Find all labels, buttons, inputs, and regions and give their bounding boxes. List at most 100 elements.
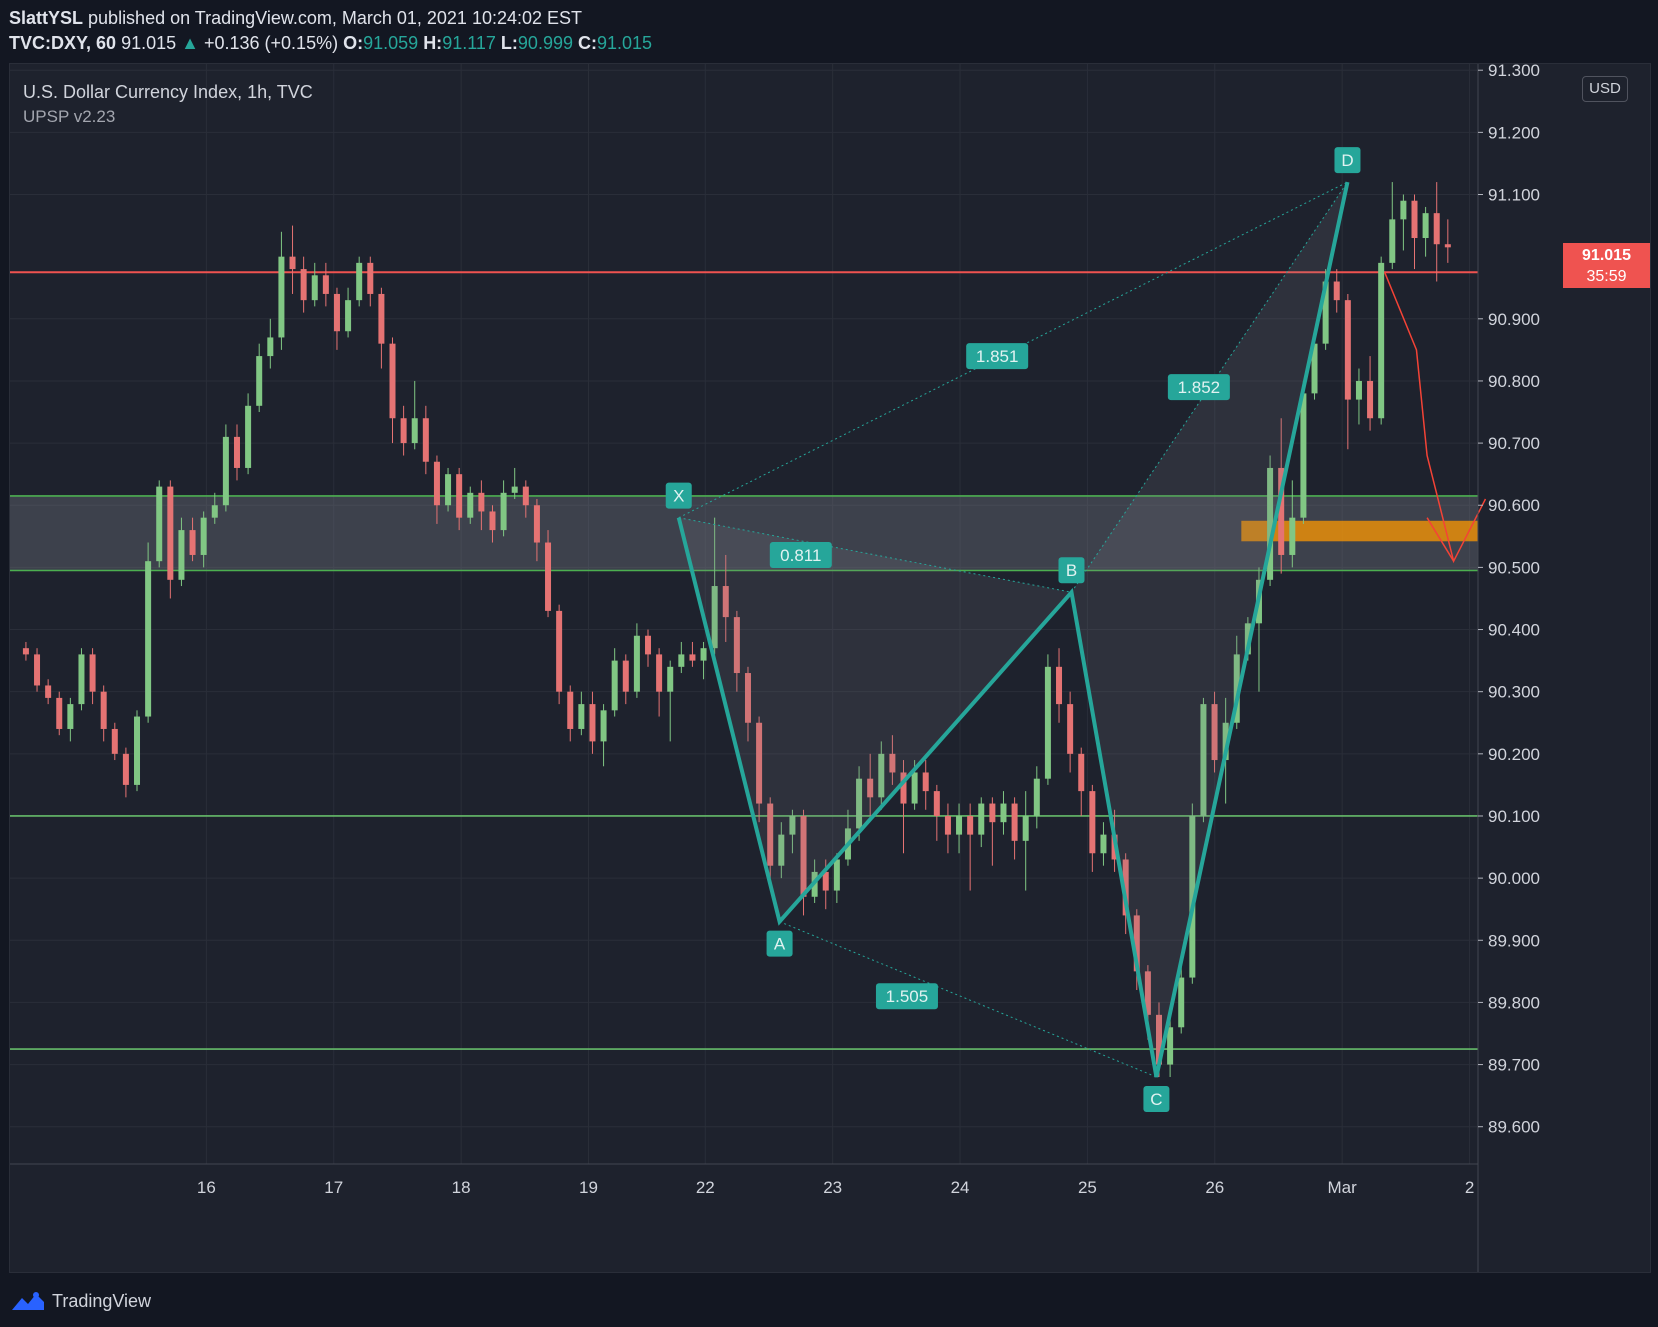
candle-body xyxy=(1244,623,1251,655)
chart-canvas[interactable]: X A B C D 0.811 1.505 1.851 1.852 91.300 91.200 91.… xyxy=(10,64,1650,1272)
candle-body xyxy=(56,697,63,729)
candle-body xyxy=(533,505,540,543)
pattern-point-X-text: X xyxy=(673,487,684,506)
candle-body xyxy=(1444,244,1451,248)
candle-body xyxy=(267,337,274,357)
currency-badge[interactable]: USD xyxy=(1582,76,1628,102)
candle-body xyxy=(1211,704,1218,761)
footer-brand[interactable]: TradingView xyxy=(52,1290,152,1311)
pattern-point-C: C xyxy=(1143,1085,1170,1112)
high-value: 91.117 xyxy=(442,33,496,53)
candle-body xyxy=(1222,722,1229,761)
candle-body xyxy=(856,778,863,829)
candle-body xyxy=(511,486,518,493)
low-label: L: xyxy=(500,33,518,53)
candle-body xyxy=(800,815,807,897)
candle-body xyxy=(300,269,307,301)
candle-body xyxy=(167,486,174,580)
candle-body xyxy=(233,436,240,468)
ratio-line-ac xyxy=(779,921,1157,1078)
candle-body xyxy=(1311,343,1318,394)
candle-body xyxy=(445,474,452,506)
candle-body xyxy=(500,492,507,531)
price-tick-label: 90.800 xyxy=(1488,372,1540,391)
indicator-name[interactable]: UPSP v2.23 xyxy=(23,107,116,126)
candle-body xyxy=(1333,281,1340,301)
candle-body xyxy=(289,256,296,270)
candle-body xyxy=(278,256,285,338)
bar-countdown: 35:59 xyxy=(1586,268,1627,285)
candle-body xyxy=(467,492,474,518)
candle-body xyxy=(333,293,340,332)
candle-body xyxy=(1000,803,1007,823)
candle-body xyxy=(911,772,918,804)
up-arrow-icon: ▲ xyxy=(181,33,199,53)
candle-body xyxy=(678,654,685,667)
price-tick-label: 90.000 xyxy=(1488,869,1540,888)
candle-body xyxy=(478,492,485,512)
candle-body xyxy=(145,561,152,717)
candle-body xyxy=(122,753,129,785)
candle-body xyxy=(522,486,529,506)
candle-body xyxy=(1389,219,1396,263)
footer: TradingView xyxy=(10,1286,151,1316)
candle-body xyxy=(78,654,85,705)
instrument-title[interactable]: U.S. Dollar Currency Index, 1h, TVC xyxy=(23,82,313,102)
candle-body xyxy=(422,418,429,462)
candle-body xyxy=(567,691,574,729)
candle-body xyxy=(1155,1014,1162,1065)
candle-body xyxy=(956,815,963,835)
candle-body xyxy=(711,586,718,649)
candle-body xyxy=(1278,467,1285,555)
candle-body xyxy=(156,486,163,562)
chart-pane[interactable]: X A B C D 0.811 1.505 1.851 1.852 91.300 91.200 91.… xyxy=(9,63,1651,1273)
candle-body xyxy=(1011,803,1018,841)
price-tick-label: 90.100 xyxy=(1488,807,1540,826)
publisher-name[interactable]: SlattYSL xyxy=(9,8,84,28)
zone-grey-range xyxy=(10,495,1478,571)
candle-body xyxy=(456,474,463,518)
ratio-line-xb xyxy=(678,517,1072,593)
low-value: 90.999 xyxy=(517,33,573,53)
candle-body xyxy=(633,635,640,692)
pattern-triangle-xab xyxy=(678,517,1072,922)
candle-body xyxy=(189,530,196,555)
candle-body xyxy=(989,803,996,823)
candle-body xyxy=(411,418,418,444)
ratio-label-text: 0.811 xyxy=(780,546,821,565)
price-change: +0.136 (+0.15%) xyxy=(203,33,339,53)
ratio-label-text: 1.505 xyxy=(886,987,929,1006)
candle-body xyxy=(22,648,29,655)
ratio-label: 1.505 xyxy=(875,983,938,1010)
candle-body xyxy=(45,685,52,698)
candle-body xyxy=(1378,262,1385,419)
ratio-line-bd xyxy=(1071,181,1348,593)
candle-body xyxy=(556,610,563,692)
ratio-label: 1.851 xyxy=(966,343,1029,370)
candle-body xyxy=(322,275,329,294)
candle-body xyxy=(1433,213,1440,245)
time-tick-label: 16 xyxy=(197,1178,216,1197)
candle-body xyxy=(1122,859,1129,916)
candle-body xyxy=(1022,815,1029,841)
chart-header: SlattYSL published on TradingView.com, M… xyxy=(9,6,1649,56)
open-label: O: xyxy=(343,33,364,53)
candle-body xyxy=(378,293,385,344)
candle-body xyxy=(1322,281,1329,344)
candle-body xyxy=(933,791,940,816)
candle-body xyxy=(1422,213,1429,239)
candle-body xyxy=(756,722,763,804)
time-tick-label: 25 xyxy=(1078,1178,1097,1197)
candle-body xyxy=(245,405,252,468)
current-price-value: 91.015 xyxy=(1582,247,1631,264)
candle-body xyxy=(589,704,596,742)
symbol-label[interactable]: TVC:DXY, 60 xyxy=(9,33,117,53)
pattern-point-A-text: A xyxy=(774,935,786,954)
price-tick-label: 91.200 xyxy=(1488,123,1540,142)
candle-body xyxy=(1411,200,1418,239)
candle-body xyxy=(1178,977,1185,1028)
price-tick-label: 89.700 xyxy=(1488,1056,1540,1075)
candle-body xyxy=(89,654,96,692)
candle-body xyxy=(311,275,318,301)
candle-body xyxy=(134,716,141,785)
